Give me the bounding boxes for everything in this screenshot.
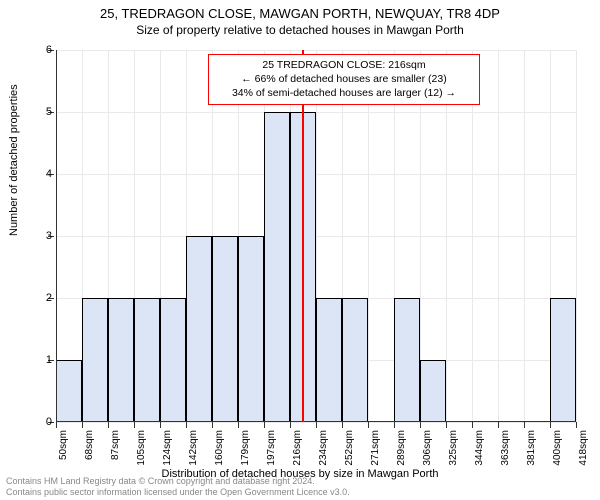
histogram-bar xyxy=(186,236,212,422)
grid-line xyxy=(498,50,499,422)
histogram-bar xyxy=(238,236,264,422)
y-tick-label: 0 xyxy=(32,416,52,428)
histogram-bar xyxy=(82,298,108,422)
histogram-bar xyxy=(264,112,290,422)
y-axis-label: Number of detached properties xyxy=(8,84,20,236)
y-tick-label: 1 xyxy=(32,354,52,366)
annotation-line3: 34% of semi-detached houses are larger (… xyxy=(215,86,473,100)
grid-line xyxy=(524,50,525,422)
annotation-line2: ← 66% of detached houses are smaller (23… xyxy=(215,72,473,86)
grid-line xyxy=(368,50,369,422)
annotation-line1: 25 TREDRAGON CLOSE: 216sqm xyxy=(215,58,473,72)
annotation-box: 25 TREDRAGON CLOSE: 216sqm ← 66% of deta… xyxy=(208,54,480,105)
y-axis xyxy=(56,50,57,422)
histogram-bar xyxy=(212,236,238,422)
grid-line xyxy=(472,50,473,422)
grid-line xyxy=(576,50,577,422)
footer-line1: Contains HM Land Registry data © Crown c… xyxy=(6,476,350,487)
y-tick-label: 6 xyxy=(32,44,52,56)
histogram-bar xyxy=(316,298,342,422)
chart-title-main: 25, TREDRAGON CLOSE, MAWGAN PORTH, NEWQU… xyxy=(0,0,600,21)
histogram-bar xyxy=(160,298,186,422)
histogram-bar xyxy=(108,298,134,422)
y-tick-label: 5 xyxy=(32,106,52,118)
y-tick-label: 4 xyxy=(32,168,52,180)
grid-line xyxy=(446,50,447,422)
histogram-bar xyxy=(420,360,446,422)
y-tick-label: 3 xyxy=(32,230,52,242)
x-axis xyxy=(56,421,576,422)
footer-line2: Contains public sector information licen… xyxy=(6,487,350,498)
histogram-bar xyxy=(550,298,576,422)
histogram-bar xyxy=(342,298,368,422)
highlight-marker xyxy=(302,50,304,422)
y-tick-label: 2 xyxy=(32,292,52,304)
histogram-bar xyxy=(394,298,420,422)
histogram-bar xyxy=(56,360,82,422)
histogram-bar xyxy=(134,298,160,422)
chart-plot: 50sqm68sqm87sqm105sqm124sqm142sqm160sqm1… xyxy=(56,50,576,422)
chart-title-sub: Size of property relative to detached ho… xyxy=(0,21,600,37)
footer-attrib: Contains HM Land Registry data © Crown c… xyxy=(6,476,350,498)
